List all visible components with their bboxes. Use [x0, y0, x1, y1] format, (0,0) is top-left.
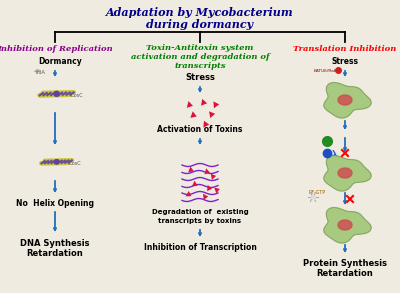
- Text: Retardation: Retardation: [27, 248, 83, 258]
- Polygon shape: [324, 208, 371, 243]
- Text: Inhibition of Replication: Inhibition of Replication: [0, 45, 113, 53]
- Text: Toxin-Antitoxin system: Toxin-Antitoxin system: [146, 44, 254, 52]
- Text: Stress: Stress: [332, 57, 358, 67]
- Text: Inhibition of Transcription: Inhibition of Transcription: [144, 243, 256, 253]
- Text: DosC: DosC: [71, 93, 83, 98]
- Text: Stress: Stress: [185, 74, 215, 83]
- Text: Protein Synthesis: Protein Synthesis: [303, 258, 387, 268]
- Polygon shape: [338, 95, 352, 105]
- Text: Translation Inhibition: Translation Inhibition: [293, 45, 397, 53]
- Circle shape: [54, 91, 59, 96]
- Text: RF·GTP: RF·GTP: [308, 190, 326, 195]
- Text: Adaptation by Mycobacterium: Adaptation by Mycobacterium: [106, 8, 294, 18]
- Text: ☁: ☁: [33, 66, 41, 74]
- Text: transcripts: transcripts: [174, 62, 226, 70]
- Text: No  Helix Opening: No Helix Opening: [16, 198, 94, 207]
- Text: Degradation of  existing: Degradation of existing: [152, 209, 248, 215]
- Text: Dormancy: Dormancy: [38, 57, 82, 67]
- Text: DosC: DosC: [69, 161, 81, 166]
- Polygon shape: [338, 168, 352, 178]
- Polygon shape: [324, 156, 371, 191]
- Text: EATU6/RabE: EATU6/RabE: [314, 69, 340, 73]
- Text: transcripts by toxins: transcripts by toxins: [158, 218, 242, 224]
- Text: Activation of Toxins: Activation of Toxins: [157, 125, 243, 134]
- Text: DNA Synthesis: DNA Synthesis: [20, 239, 90, 248]
- Text: activation and degradation of: activation and degradation of: [131, 53, 269, 61]
- Polygon shape: [324, 83, 371, 118]
- Text: during dormancy: during dormancy: [146, 18, 254, 30]
- Circle shape: [54, 160, 59, 164]
- Text: IniA: IniA: [36, 69, 46, 74]
- Polygon shape: [338, 220, 352, 230]
- Text: Retardation: Retardation: [317, 268, 373, 277]
